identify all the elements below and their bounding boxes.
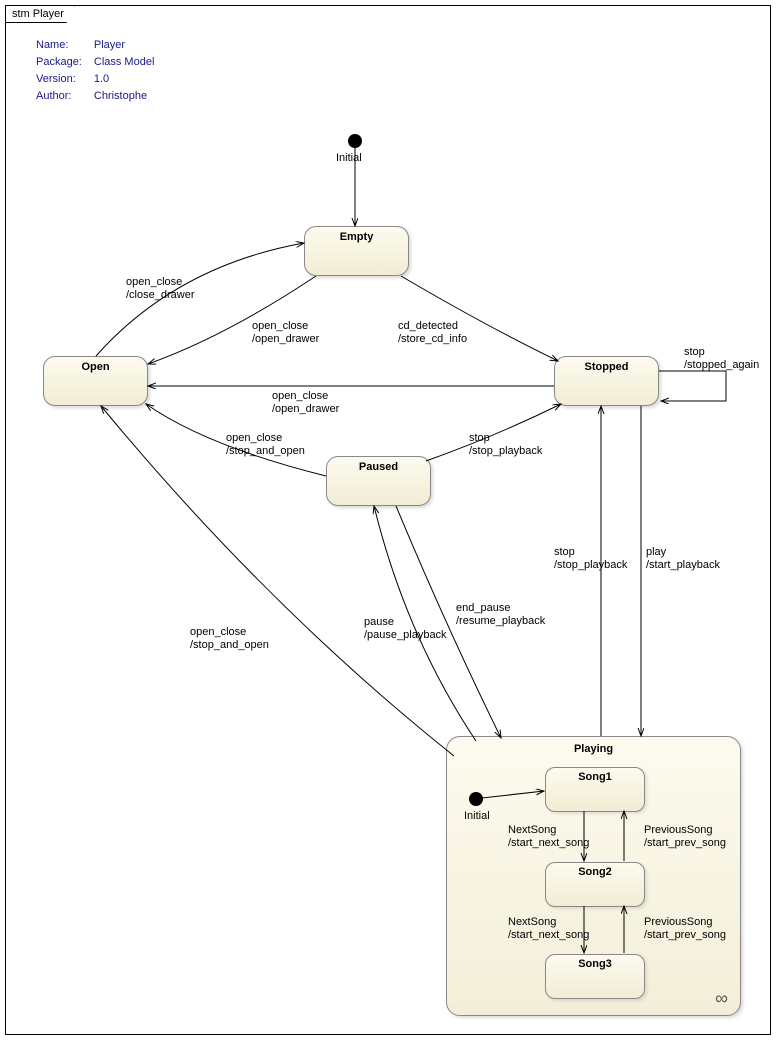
meta-package-val: Class Model — [94, 55, 165, 70]
trans-paused-to-open: open_close/stop_and_open — [226, 432, 305, 458]
initial-label: Initial — [336, 152, 362, 165]
state-open-label: Open — [81, 361, 109, 373]
state-stopped: Stopped — [554, 356, 659, 406]
trans-next-song12: NextSong/start_next_song — [508, 824, 589, 850]
trans-paused-to-playing: end_pause/resume_playback — [456, 602, 545, 628]
trans-playing-to-open: open_close/stop_and_open — [190, 626, 269, 652]
state-song3: Song3 — [545, 954, 645, 999]
state-playing-label: Playing — [447, 743, 740, 755]
meta-author-val: Christophe — [94, 89, 165, 104]
trans-paused-to-stopped: stop/stop_playback — [469, 432, 542, 458]
trans-stopped-to-open: open_close/open_drawer — [272, 390, 339, 416]
state-song2-label: Song2 — [578, 866, 612, 878]
state-open: Open — [43, 356, 148, 406]
composite-icon: ∞ — [715, 988, 728, 1009]
meta-name-val: Player — [94, 38, 165, 53]
trans-prev-song32: PreviousSong/start_prev_song — [644, 916, 726, 942]
state-paused: Paused — [326, 456, 431, 506]
meta-version-val: 1.0 — [94, 72, 165, 87]
trans-open-to-empty: open_close/close_drawer — [126, 276, 194, 302]
trans-playing-to-stopped: stop/stop_playback — [554, 546, 627, 572]
trans-empty-to-open: open_close/open_drawer — [252, 320, 319, 346]
initial-pseudostate — [348, 134, 362, 148]
playing-initial-pseudostate — [469, 792, 483, 806]
state-song3-label: Song3 — [578, 958, 612, 970]
diagram-frame: stm Player Name: Player Package: Class M… — [5, 5, 771, 1035]
diagram-metadata: Name: Player Package: Class Model Versio… — [34, 36, 166, 106]
state-playing-composite: Playing Initial Song1 Song2 Song3 ∞ — [446, 736, 741, 1016]
trans-next-song23: NextSong/start_next_song — [508, 916, 589, 942]
meta-package-key: Package: — [36, 55, 92, 70]
frame-tab-label: stm Player — [12, 8, 64, 20]
frame-tab: stm Player — [5, 5, 75, 23]
state-stopped-label: Stopped — [585, 361, 629, 373]
trans-stopped-self: stop/stopped_again — [684, 346, 759, 372]
trans-empty-to-stopped: cd_detected/store_cd_info — [398, 320, 467, 346]
state-paused-label: Paused — [359, 461, 398, 473]
playing-initial-label: Initial — [464, 810, 490, 823]
trans-stopped-to-playing: play/start_playback — [646, 546, 720, 572]
trans-prev-song21: PreviousSong/start_prev_song — [644, 824, 726, 850]
state-empty: Empty — [304, 226, 409, 276]
state-empty-label: Empty — [340, 231, 374, 243]
state-song1: Song1 — [545, 767, 645, 812]
trans-playing-to-paused: pause/pause_playback — [364, 616, 447, 642]
state-song2: Song2 — [545, 862, 645, 907]
state-song1-label: Song1 — [578, 771, 612, 783]
meta-version-key: Version: — [36, 72, 92, 87]
meta-name-key: Name: — [36, 38, 92, 53]
meta-author-key: Author: — [36, 89, 92, 104]
